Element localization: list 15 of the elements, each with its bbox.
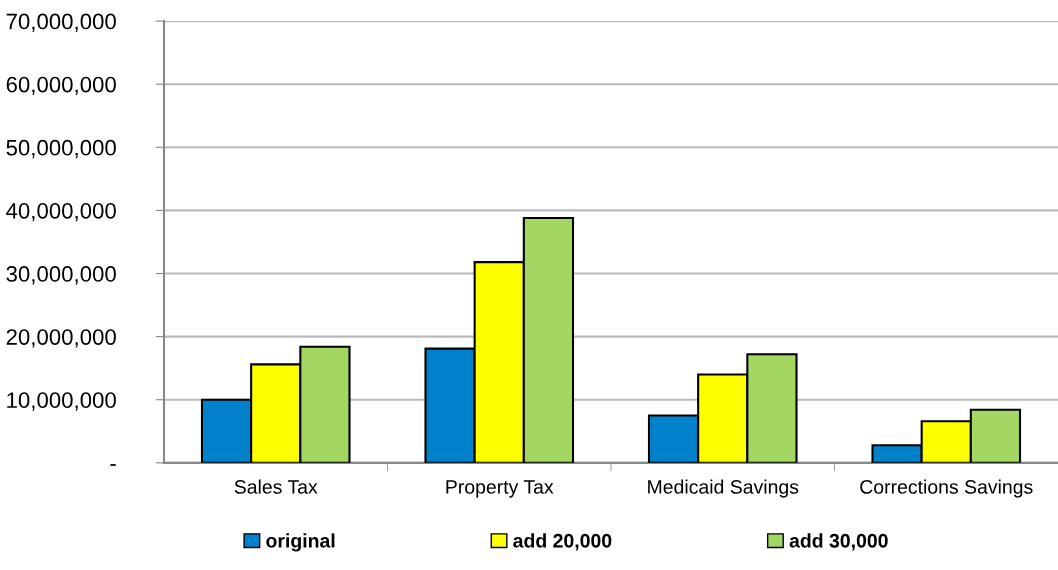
x-tick-label: Medicaid Savings: [648, 479, 799, 498]
y-tick-label: 50,000,000: [6, 139, 116, 159]
x-tick-label: Sales Tax: [234, 479, 318, 494]
legend-label: add 20,000: [513, 533, 612, 551]
y-tick-label: 10,000,000: [7, 392, 116, 411]
x-tick-label: Corrections Savings: [860, 479, 1033, 498]
y-tick-label: 70,000,000: [6, 13, 116, 32]
y-tick-label: -: [110, 464, 116, 466]
y-tick-label: 60,000,000: [6, 76, 116, 96]
legend-label: original: [266, 533, 335, 552]
y-tick-label: 30,000,000: [6, 266, 116, 285]
x-tick-label: Property Tax: [446, 480, 554, 498]
y-tick-label: 20,000,000: [6, 329, 116, 348]
legend-label: add 30,000: [789, 533, 888, 551]
y-tick-label: 40,000,000: [6, 202, 116, 222]
